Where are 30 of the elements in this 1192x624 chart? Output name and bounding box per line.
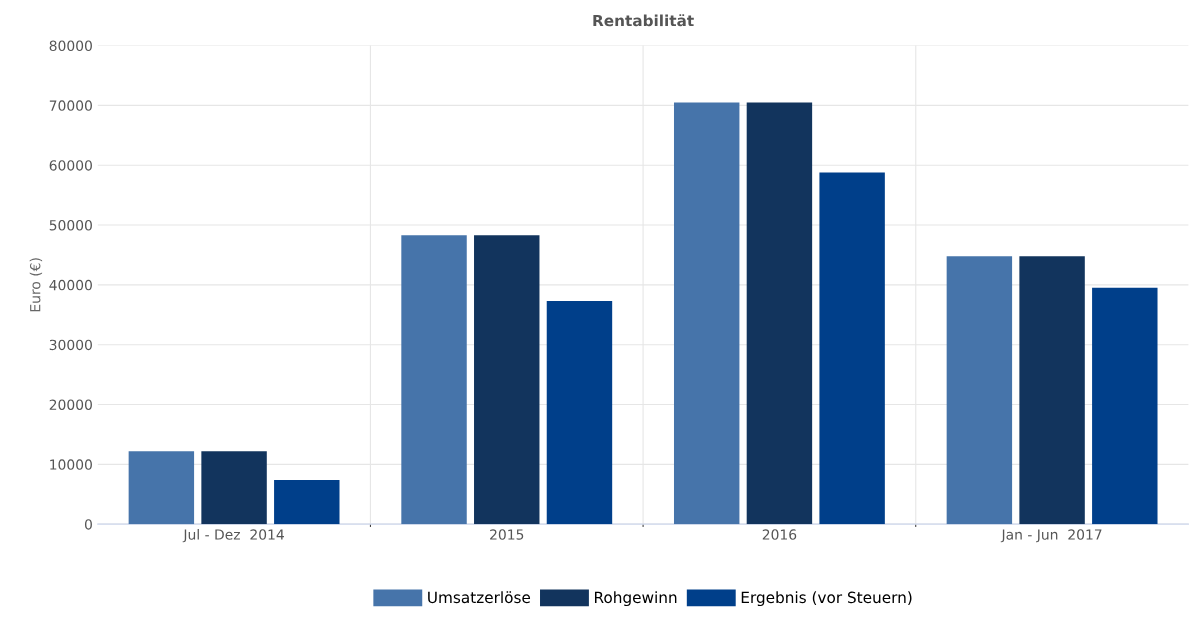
y-tick-label: 10000 — [50, 459, 92, 470]
chart-title: Rentabilität — [593, 14, 694, 27]
bar — [1019, 256, 1085, 525]
x-tick-label: 2015 — [490, 529, 524, 540]
legend-label: Ergebnis (vor Steuern) — [741, 591, 912, 607]
legend-label: Rohgewinn — [594, 591, 677, 607]
x-tick-label: Jul - Dez 2014 — [182, 529, 284, 543]
y-tick-label: 20000 — [49, 399, 92, 410]
x-tick-label: Jan - Jun 2017 — [1000, 529, 1102, 543]
bar — [1092, 287, 1158, 525]
y-tick-label: 40000 — [49, 279, 92, 291]
y-tick-label: 30000 — [49, 339, 92, 351]
bar — [946, 256, 1013, 525]
bar — [746, 102, 813, 525]
y-tick-label: 80000 — [49, 40, 92, 52]
bar — [474, 235, 540, 525]
bar — [201, 451, 267, 525]
y-tick-label: 50000 — [49, 220, 92, 231]
bar — [401, 235, 467, 525]
bar — [274, 479, 340, 525]
legend-label: Umsatzerlöse — [428, 591, 531, 604]
y-tick-label: 0 — [84, 519, 92, 530]
y-tick-label: 60000 — [49, 160, 92, 171]
bar — [819, 172, 885, 525]
y-tick-label: 70000 — [49, 100, 92, 111]
bar — [673, 102, 740, 525]
bar — [128, 451, 195, 525]
bar — [546, 301, 613, 525]
y-axis-title: Euro (€) — [29, 258, 43, 312]
x-tick-label: 2016 — [762, 529, 797, 540]
